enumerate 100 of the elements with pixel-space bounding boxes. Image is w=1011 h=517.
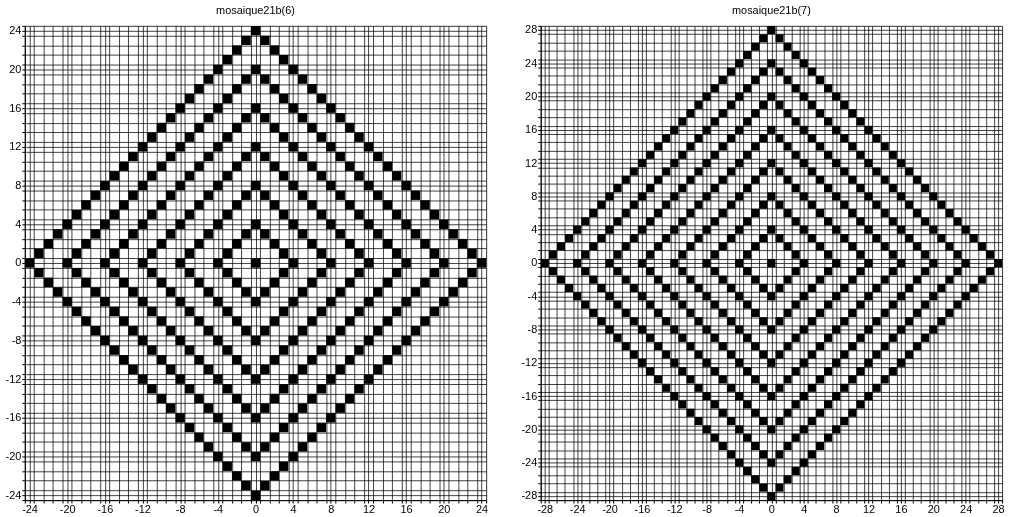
point <box>767 159 776 168</box>
point <box>743 184 752 193</box>
point <box>241 229 251 239</box>
y-tick-label: 24 <box>525 56 538 69</box>
point <box>279 306 289 317</box>
point <box>307 316 317 326</box>
point <box>710 267 719 276</box>
point <box>231 161 242 171</box>
point <box>269 238 280 249</box>
point <box>241 151 251 162</box>
point <box>775 233 784 243</box>
point <box>307 200 317 210</box>
point <box>791 250 800 259</box>
point <box>184 306 195 317</box>
point <box>815 308 825 317</box>
point <box>783 242 792 251</box>
point <box>250 180 261 191</box>
point <box>775 283 784 292</box>
point <box>718 209 727 218</box>
x-tick-label: 8 <box>833 503 840 516</box>
point <box>751 275 760 284</box>
point <box>718 308 727 317</box>
point <box>250 219 261 229</box>
y-tick-label: 0 <box>15 256 22 269</box>
point <box>710 217 719 226</box>
point <box>326 219 336 229</box>
point <box>767 292 776 301</box>
y-tick-label: 20 <box>525 90 538 103</box>
point <box>710 250 719 259</box>
x-tick-label: 4 <box>801 503 808 516</box>
point <box>203 326 214 336</box>
point <box>137 258 148 268</box>
point <box>147 267 157 278</box>
point <box>751 242 760 251</box>
y-tick-label: -28 <box>521 489 538 502</box>
point <box>279 209 289 220</box>
x-tick-label: 16 <box>400 503 413 516</box>
y-tick-label: -12 <box>5 372 22 385</box>
point <box>759 283 768 292</box>
y-tick-label: -12 <box>521 356 538 369</box>
point <box>799 258 808 268</box>
y-tick-label: -8 <box>527 323 538 336</box>
point <box>702 258 711 268</box>
chart-title: mosaique21b(6) <box>216 3 295 16</box>
point <box>326 258 336 268</box>
point <box>222 248 232 259</box>
point <box>807 317 816 326</box>
point <box>775 200 784 209</box>
point <box>670 258 679 268</box>
point <box>751 308 760 317</box>
point <box>175 296 185 307</box>
point <box>751 175 760 184</box>
point <box>269 277 280 288</box>
y-tick-label: 12 <box>9 140 22 153</box>
point <box>743 333 752 342</box>
point <box>260 364 270 375</box>
point <box>783 342 792 351</box>
y-tick-label: -24 <box>5 488 22 501</box>
point <box>791 267 800 276</box>
point <box>775 317 784 326</box>
point <box>279 345 289 355</box>
point <box>241 364 251 375</box>
point <box>718 242 727 251</box>
point <box>194 316 204 326</box>
point <box>840 283 849 292</box>
point <box>832 225 841 234</box>
point <box>783 175 792 184</box>
point <box>783 209 792 218</box>
point <box>710 300 719 309</box>
point <box>213 296 223 307</box>
point <box>250 335 261 346</box>
point <box>194 200 204 210</box>
y-tick-label: 8 <box>531 189 538 202</box>
point <box>767 225 776 234</box>
point <box>743 267 752 276</box>
x-tick-label: -16 <box>97 503 114 516</box>
point <box>222 345 232 355</box>
point <box>864 258 873 268</box>
x-tick-label: 12 <box>862 503 876 516</box>
point <box>156 277 167 288</box>
point <box>288 219 298 229</box>
point <box>848 242 857 251</box>
y-tick-label: 16 <box>525 123 538 136</box>
point <box>743 250 752 259</box>
point <box>734 325 744 334</box>
point <box>279 267 289 278</box>
point <box>260 287 270 297</box>
point <box>848 275 857 284</box>
point <box>856 250 865 259</box>
point <box>203 229 214 239</box>
point <box>767 325 776 334</box>
point <box>354 267 364 278</box>
y-tick-label: -16 <box>5 411 22 424</box>
point <box>767 192 776 201</box>
y-tick-label: -4 <box>11 295 22 308</box>
point <box>791 184 800 193</box>
x-tick-label: 16 <box>895 503 908 516</box>
point <box>824 300 833 309</box>
x-tick-label: 20 <box>438 503 451 516</box>
point <box>856 267 865 276</box>
